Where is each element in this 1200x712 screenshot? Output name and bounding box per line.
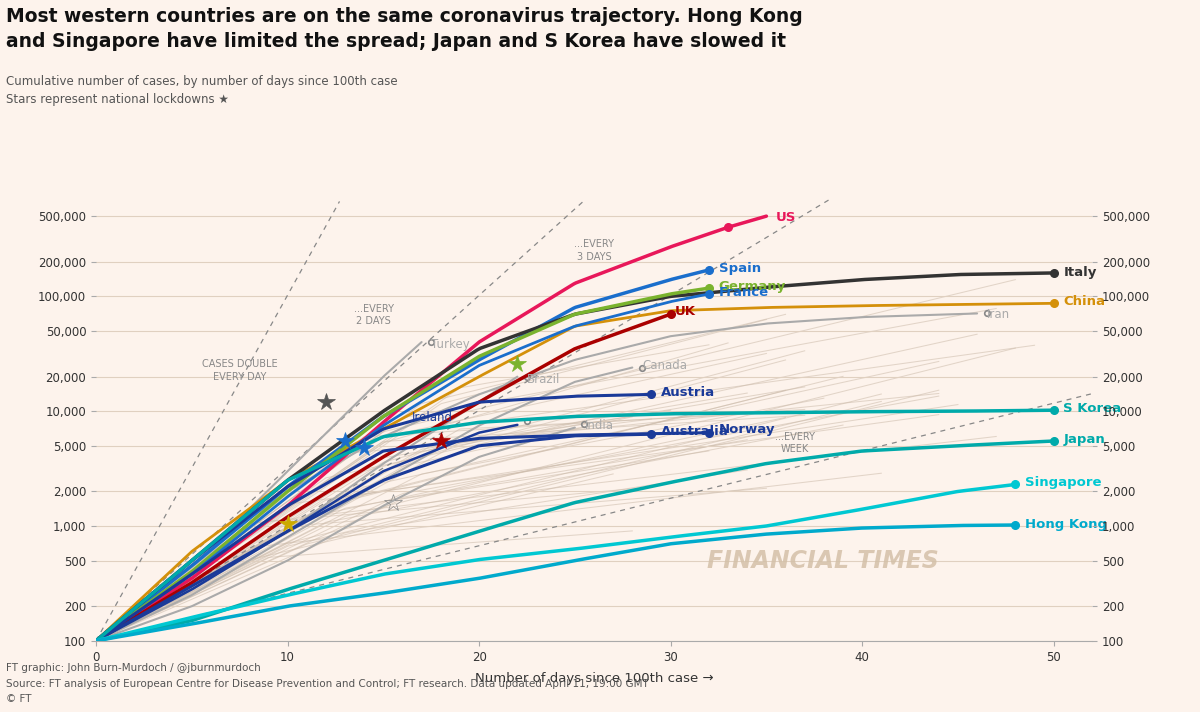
Text: Norway: Norway bbox=[719, 423, 775, 436]
Text: Hong Kong: Hong Kong bbox=[1025, 518, 1106, 531]
Text: S Korea: S Korea bbox=[1063, 402, 1121, 415]
X-axis label: Number of days since 100th case →: Number of days since 100th case → bbox=[475, 672, 713, 685]
Text: FT graphic: John Burn-Murdoch / @jburnmurdoch: FT graphic: John Burn-Murdoch / @jburnmu… bbox=[6, 663, 260, 673]
Text: © FT: © FT bbox=[6, 694, 31, 704]
Text: Spain: Spain bbox=[719, 262, 761, 275]
Text: Australia: Australia bbox=[661, 425, 728, 439]
Text: US: US bbox=[776, 211, 797, 224]
Text: ...EVERY
WEEK: ...EVERY WEEK bbox=[775, 432, 815, 454]
Text: India: India bbox=[584, 419, 613, 432]
Text: Italy: Italy bbox=[1063, 266, 1097, 279]
Text: China: China bbox=[1063, 295, 1105, 308]
Text: ...EVERY
2 DAYS: ...EVERY 2 DAYS bbox=[354, 304, 394, 326]
Text: Canada: Canada bbox=[642, 359, 686, 372]
Text: FINANCIAL TIMES: FINANCIAL TIMES bbox=[707, 550, 938, 573]
Text: France: France bbox=[719, 286, 769, 299]
Text: Japan: Japan bbox=[1063, 433, 1105, 446]
Text: Singapore: Singapore bbox=[1025, 476, 1102, 489]
Text: Austria: Austria bbox=[661, 386, 715, 399]
Text: Iran: Iran bbox=[986, 308, 1009, 321]
Text: Most western countries are on the same coronavirus trajectory. Hong Kong: Most western countries are on the same c… bbox=[6, 7, 803, 26]
Text: Cumulative number of cases, by number of days since 100th case: Cumulative number of cases, by number of… bbox=[6, 75, 397, 88]
Text: Source: FT analysis of European Centre for Disease Prevention and Control; FT re: Source: FT analysis of European Centre f… bbox=[6, 679, 649, 689]
Text: and Singapore have limited the spread; Japan and S Korea have slowed it: and Singapore have limited the spread; J… bbox=[6, 32, 786, 51]
Text: Germany: Germany bbox=[719, 280, 786, 293]
Text: UK: UK bbox=[674, 305, 696, 318]
Text: Brazil: Brazil bbox=[527, 372, 560, 386]
Text: Turkey: Turkey bbox=[431, 338, 470, 351]
Text: Stars represent national lockdowns ★: Stars represent national lockdowns ★ bbox=[6, 93, 229, 105]
Text: CASES DOUBLE
EVERY DAY: CASES DOUBLE EVERY DAY bbox=[202, 360, 277, 382]
Text: ...EVERY
3 DAYS: ...EVERY 3 DAYS bbox=[574, 239, 614, 262]
Text: Ireland: Ireland bbox=[412, 411, 454, 424]
